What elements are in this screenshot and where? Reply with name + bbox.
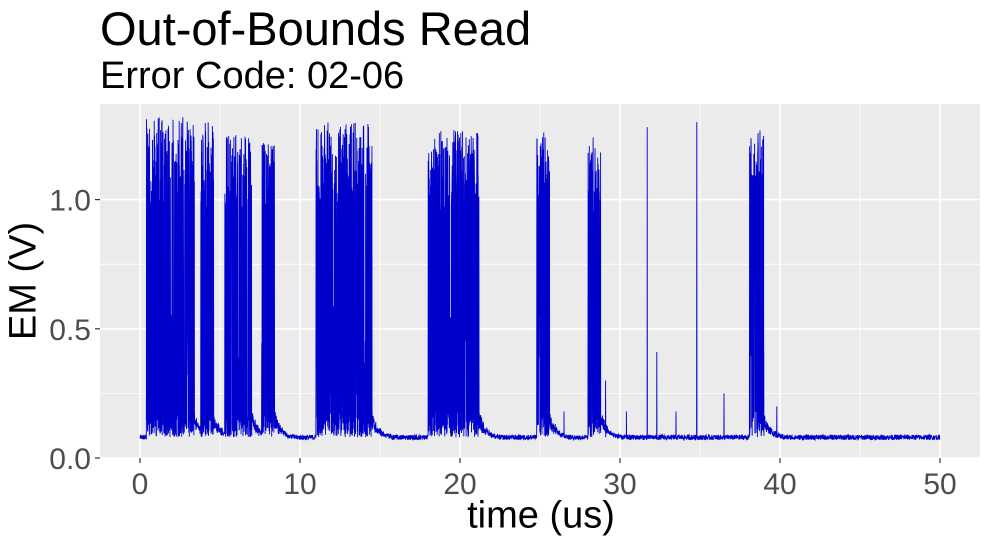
x-tick-label: 20	[443, 468, 476, 501]
x-tick-label: 10	[283, 468, 316, 501]
x-tick-label: 50	[923, 468, 956, 501]
x-axis-label: time (us)	[467, 494, 615, 537]
y-tick-label: 0.0	[49, 443, 91, 476]
series-group	[139, 117, 941, 442]
x-tick-label: 40	[763, 468, 796, 501]
chart-title: Out-of-Bounds Read	[100, 2, 532, 55]
x-tick-label: 0	[132, 468, 149, 501]
x-tick-label: 30	[603, 468, 636, 501]
y-tick-label: 1.0	[49, 185, 91, 218]
chart-subtitle: Error Code: 02-06	[100, 55, 405, 97]
axis-ticks: 0 10 20 30 40 50 0.0 0.5 1.0	[49, 185, 956, 501]
y-tick-label: 0.5	[49, 314, 91, 347]
series-line	[139, 117, 941, 442]
